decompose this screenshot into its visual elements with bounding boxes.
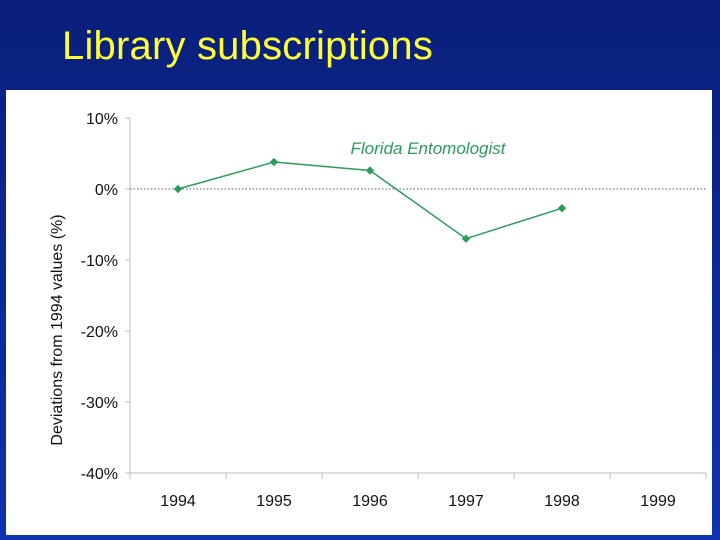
- x-tick-label: 1998: [544, 493, 580, 510]
- x-tick-label: 1996: [352, 493, 388, 510]
- y-tick-label: 0%: [95, 182, 118, 199]
- y-tick-label: -20%: [81, 324, 118, 341]
- data-point: [461, 234, 471, 243]
- line-chart: Deviations from 1994 values (%) 10% 0% -10…: [49, 111, 707, 510]
- x-tick-label: 1994: [160, 493, 196, 510]
- x-tick-label: 1995: [256, 493, 292, 510]
- y-tick-label: -10%: [81, 253, 118, 270]
- y-axis-label: Deviations from 1994 values (%): [49, 214, 66, 445]
- y-tick-label: -40%: [81, 466, 118, 483]
- data-point: [557, 203, 567, 213]
- series-label-florida-entomologist: Florida Entomologist: [351, 139, 507, 158]
- y-tick-label: 10%: [86, 111, 118, 128]
- chart-panel: Deviations from 1994 values (%) 10% 0% -10…: [6, 90, 712, 535]
- series-layer: [173, 157, 567, 243]
- data-point: [173, 184, 183, 194]
- axes: 10% 0% -10% -20% -30% -40% 1994 1995 1996 1997 199…: [81, 111, 707, 510]
- data-point: [269, 157, 279, 167]
- slide-title: Library subscriptions: [62, 24, 434, 68]
- y-tick-label: -30%: [81, 395, 118, 412]
- data-point: [365, 166, 375, 175]
- x-tick-label: 1997: [448, 493, 484, 510]
- x-tick-label: 1999: [640, 493, 676, 510]
